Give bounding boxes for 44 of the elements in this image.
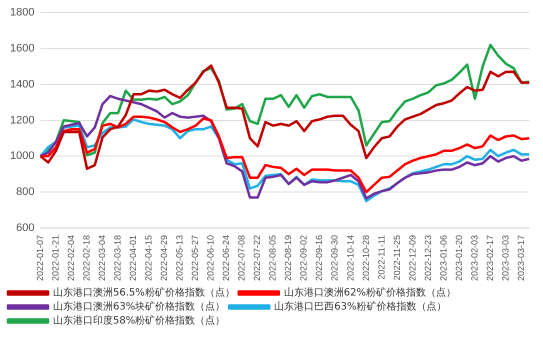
x-tick-label: 2023-02-03 <box>469 234 480 282</box>
x-tick-label: 2022-05-13 <box>174 234 185 282</box>
y-tick-label: 800 <box>16 186 34 198</box>
x-tick-label: 2022-10-14 <box>345 234 356 282</box>
x-tick-label: 2023-02-17 <box>484 234 495 282</box>
y-tick-label: 1200 <box>10 114 34 126</box>
x-tick-label: 2022-03-18 <box>112 234 123 282</box>
legend-label: 山东港口澳洲62%粉矿价格指数（点） <box>284 286 456 299</box>
x-tick-label: 2022-12-23 <box>422 234 433 282</box>
x-tick-label: 2023-03-03 <box>500 234 510 282</box>
x-tick-label: 2022-09-30 <box>330 234 340 282</box>
y-tick-label: 1400 <box>10 78 34 90</box>
x-tick-label: 2022-09-16 <box>314 234 324 282</box>
legend-label: 山东港口印度58%粉矿价格指数（点） <box>53 314 226 327</box>
x-tick-label: 2022-02-18 <box>82 234 92 282</box>
x-tick-label: 2022-07-22 <box>252 234 262 282</box>
x-tick-label: 2022-06-10 <box>206 234 216 282</box>
x-tick-label: 2022-08-19 <box>283 234 294 282</box>
x-tick-label: 2022-01-21 <box>50 234 60 282</box>
x-tick-label: 2023-03-17 <box>516 234 526 282</box>
x-tick-label: 2022-04-15 <box>144 234 154 282</box>
x-tick-label: 2022-11-11 <box>376 234 386 280</box>
y-tick-label: 1000 <box>10 150 34 162</box>
x-tick-label: 2022-02-04 <box>66 234 76 282</box>
y-tick-label: 1600 <box>10 42 34 55</box>
x-tick-label: 2022-04-29 <box>159 234 170 282</box>
x-tick-label: 2023-01-06 <box>438 234 448 282</box>
x-tick-label: 2022-06-24 <box>221 234 232 282</box>
legend-label: 山东港口澳洲56.5%粉矿价格指数（点） <box>53 286 235 299</box>
y-tick-label: 600 <box>16 222 34 234</box>
x-tick-label: 2022-10-28 <box>360 234 371 282</box>
legend-label: 山东港口澳洲63%块矿价格指数（点） <box>53 300 226 313</box>
x-tick-label: 2022-11-25 <box>392 234 402 280</box>
x-tick-label: 2022-01-07 <box>34 234 45 282</box>
x-tick-label: 2022-03-04 <box>97 234 108 282</box>
x-tick-label: 2022-09-02 <box>298 234 309 282</box>
x-tick-label: 2022-08-05 <box>268 234 278 282</box>
x-tick-label: 2022-12-09 <box>407 234 418 282</box>
x-tick-label: 2022-07-08 <box>236 234 247 282</box>
y-tick-label: 1800 <box>10 6 34 19</box>
x-tick-label: 2023-01-20 <box>454 234 464 282</box>
x-tick-label: 2022-05-27 <box>190 234 200 282</box>
legend-label: 山东港口巴西63%粉矿价格指数（点） <box>274 300 446 313</box>
x-tick-label: 2022-04-01 <box>128 234 138 282</box>
